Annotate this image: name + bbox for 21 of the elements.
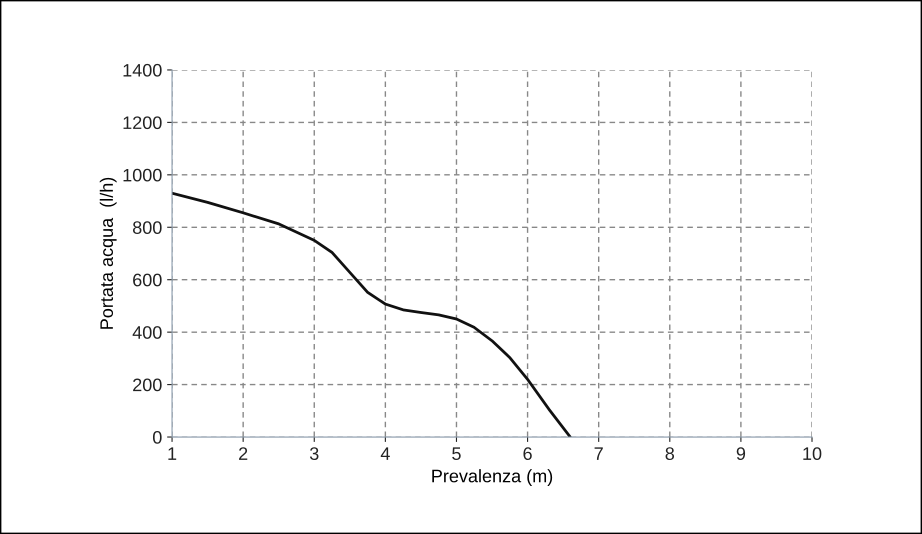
- x-tick-label: 7: [594, 447, 603, 460]
- y-tick-label: 0: [152, 430, 162, 444]
- y-tick-label: 200: [133, 378, 162, 392]
- x-tick-label: 6: [523, 447, 532, 460]
- y-tick-label: 1400: [124, 64, 162, 77]
- x-tick-label: 9: [736, 447, 746, 460]
- line-series: [172, 192, 572, 438]
- x-tick-label: 8: [666, 447, 674, 460]
- y-tick-label: 400: [132, 326, 162, 339]
- y-tick-label: 600: [133, 274, 162, 286]
- y-axis-title: Portata acqua (l/h): [100, 178, 117, 329]
- x-tick-label: 10: [803, 447, 822, 460]
- y-tick-label: 800: [132, 221, 162, 234]
- x-tick-label: 2: [239, 447, 248, 460]
- x-tick-label: 3: [310, 447, 318, 460]
- x-tick-label: 4: [380, 447, 390, 460]
- x-tick-label: 5: [452, 447, 461, 460]
- x-axis-title: Prevalenza (m): [432, 469, 552, 486]
- y-tick-label: 1200: [124, 116, 162, 130]
- x-tick-label: 1: [168, 447, 176, 460]
- y-tick-label: 1000: [124, 168, 162, 182]
